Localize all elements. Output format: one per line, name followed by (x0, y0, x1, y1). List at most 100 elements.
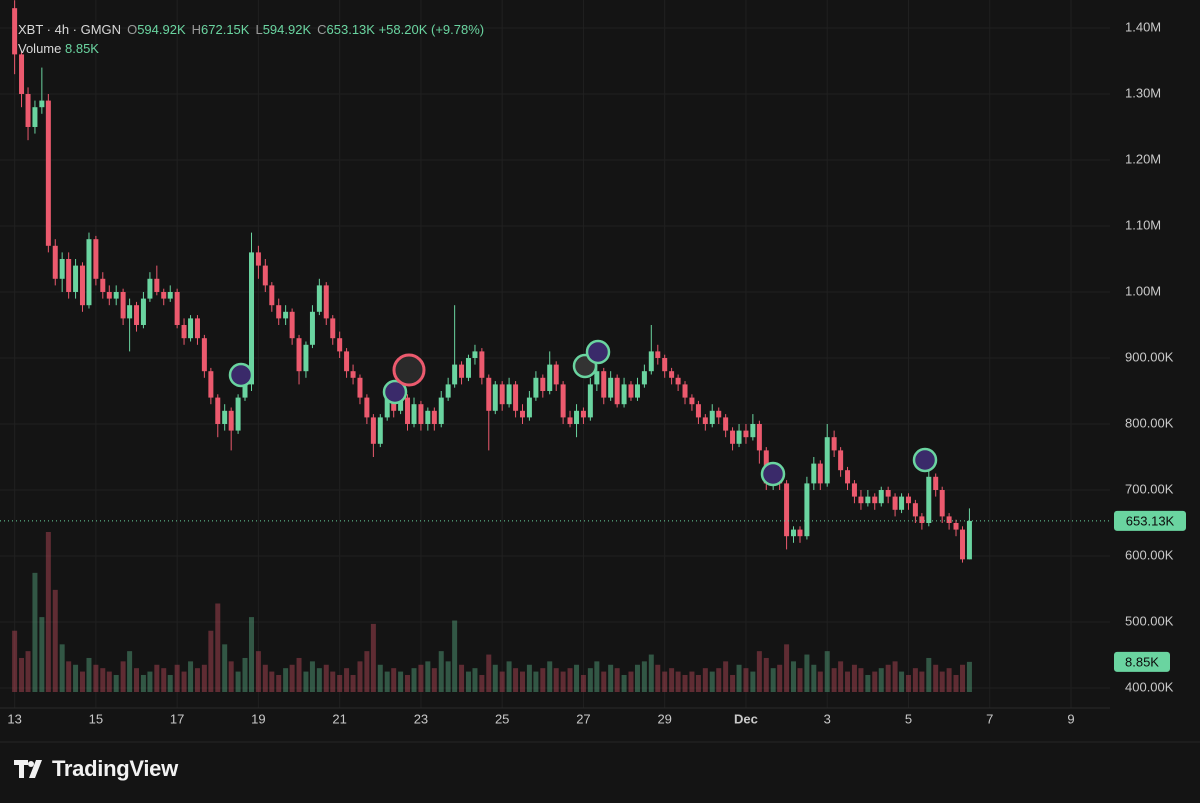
volume-bar (181, 671, 187, 692)
volume-bar (730, 674, 736, 692)
volume-bar (167, 674, 173, 692)
candle-body (140, 298, 146, 325)
volume-bar (506, 661, 512, 692)
x-tick-label: 29 (657, 711, 671, 726)
volume-bar (743, 668, 749, 692)
candle-body (506, 384, 512, 405)
volume-bar (140, 674, 146, 692)
candle-body (405, 397, 411, 424)
volume-bar (966, 661, 972, 692)
volume-bar (398, 671, 404, 692)
volume-bar (316, 668, 322, 692)
candle-body (276, 305, 282, 319)
volume-bar (817, 671, 823, 692)
volume-bar (933, 664, 939, 692)
logo-part (28, 761, 34, 767)
candle-body (459, 364, 465, 378)
volume-bar (486, 654, 492, 692)
candle-body (465, 357, 471, 378)
candle-body (73, 265, 79, 292)
volume-bar (309, 661, 315, 692)
candle-body (235, 397, 241, 431)
candle-body (526, 397, 532, 418)
volume-bar (790, 661, 796, 692)
volume-bar (276, 674, 282, 692)
candle-body (641, 371, 647, 385)
candle-body (756, 423, 762, 451)
volume-bar (208, 630, 214, 692)
value: 8.85K (65, 41, 99, 56)
candle-body (445, 384, 451, 398)
candle-body (25, 93, 31, 127)
volume-bar (25, 651, 31, 692)
logo-part (29, 760, 42, 778)
candle-body (912, 503, 918, 517)
volume-bar (824, 651, 830, 692)
candle-body (147, 278, 153, 299)
volume-bar (303, 671, 309, 692)
y-tick-label: 500.00K (1125, 613, 1174, 628)
volume-bar (533, 671, 539, 692)
volume-bar (127, 651, 133, 692)
candle-body (580, 410, 586, 418)
volume-bar (370, 623, 376, 692)
candle-body (634, 384, 640, 398)
volume-bar (431, 668, 437, 692)
volume-bar (499, 671, 505, 692)
volume-bar (702, 668, 708, 692)
candle-body (32, 107, 38, 127)
volume-bar (777, 664, 783, 692)
candle-body (784, 483, 790, 537)
candle-body (730, 430, 736, 444)
volume-bar (12, 630, 18, 692)
avatar-marker[interactable] (585, 339, 611, 365)
volume-bar (831, 668, 837, 692)
avatar-marker[interactable] (228, 362, 254, 388)
candle-body (161, 291, 167, 299)
candle-body (790, 529, 796, 537)
candle-body (39, 100, 45, 108)
volume-bar (174, 664, 180, 692)
avatar-marker[interactable] (912, 447, 938, 473)
candle-body (547, 364, 553, 391)
candle-body (966, 520, 972, 560)
volume-bar (851, 664, 857, 692)
candle-body (120, 291, 126, 319)
candle-body (845, 470, 851, 484)
candle-body (452, 364, 458, 385)
volume-bar (560, 671, 566, 692)
candle-body (228, 410, 234, 431)
volume-bar (472, 668, 478, 692)
avatar-marker[interactable] (382, 379, 408, 405)
x-tick-label: 5 (905, 711, 912, 726)
markers (228, 339, 938, 487)
volume-bar (337, 674, 343, 692)
candle-body (12, 8, 18, 55)
volume-bar (289, 664, 295, 692)
volume-bar (662, 671, 668, 692)
candle-body (215, 397, 221, 424)
candle-body (283, 311, 289, 319)
candle-body (174, 291, 180, 325)
candle-body (892, 496, 898, 510)
candle-body (716, 410, 722, 418)
y-tick-label: 1.20M (1125, 151, 1161, 166)
y-tick-label: 400.00K (1125, 679, 1174, 694)
candle-body (411, 404, 417, 424)
avatar-marker[interactable] (392, 353, 426, 387)
y-tick-label: 1.40M (1125, 19, 1161, 34)
candle-body (431, 410, 437, 424)
candle-body (248, 252, 254, 385)
volume-bar (459, 664, 465, 692)
volume-bar (608, 664, 614, 692)
volume-bar (66, 661, 72, 692)
volume-bar (547, 661, 553, 692)
candle-body (560, 384, 566, 418)
candle-body (695, 404, 701, 418)
y-tick-label: 700.00K (1125, 481, 1174, 496)
candle-body (519, 410, 525, 418)
candle-body (513, 384, 519, 411)
avatar-marker[interactable] (760, 461, 786, 487)
candle-body (79, 265, 85, 306)
volume-bar (59, 644, 65, 692)
